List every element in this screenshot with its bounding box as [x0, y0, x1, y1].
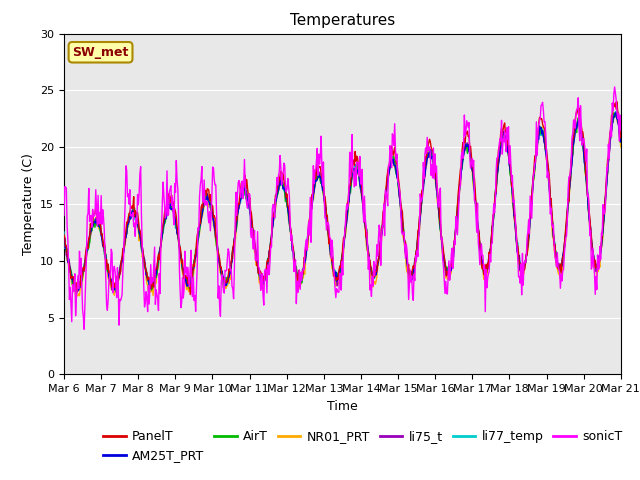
- Line: li77_temp: li77_temp: [64, 111, 621, 290]
- AirT: [70, 281, 78, 287]
- PanelT: [617, 135, 625, 141]
- AM25T_PRT: [617, 139, 625, 144]
- AirT: [72, 291, 80, 297]
- li77_temp: [185, 276, 193, 282]
- Line: sonicT: sonicT: [64, 87, 621, 329]
- X-axis label: Time: Time: [327, 400, 358, 413]
- NR01_PRT: [411, 260, 419, 266]
- NR01_PRT: [60, 237, 68, 243]
- sonicT: [60, 213, 68, 218]
- NR01_PRT: [617, 144, 625, 150]
- li77_temp: [612, 108, 620, 114]
- PanelT: [428, 144, 435, 150]
- AirT: [610, 110, 618, 116]
- sonicT: [611, 84, 618, 90]
- li75_t: [185, 282, 193, 288]
- Y-axis label: Temperature (C): Temperature (C): [22, 153, 35, 255]
- AirT: [214, 250, 222, 255]
- AM25T_PRT: [612, 110, 620, 116]
- sonicT: [214, 295, 222, 301]
- AM25T_PRT: [428, 156, 435, 162]
- li75_t: [411, 256, 419, 262]
- sonicT: [185, 275, 193, 281]
- sonicT: [617, 127, 625, 133]
- li77_temp: [72, 288, 80, 293]
- Line: AirT: AirT: [64, 113, 621, 294]
- Line: PanelT: PanelT: [64, 102, 621, 295]
- AM25T_PRT: [185, 281, 193, 287]
- li75_t: [60, 240, 68, 246]
- AirT: [60, 237, 68, 243]
- sonicT: [80, 326, 88, 332]
- AM25T_PRT: [128, 209, 136, 215]
- AM25T_PRT: [70, 283, 78, 289]
- PanelT: [60, 232, 68, 238]
- li75_t: [214, 251, 222, 257]
- li75_t: [617, 139, 625, 144]
- Title: Temperatures: Temperatures: [290, 13, 395, 28]
- NR01_PRT: [70, 288, 78, 293]
- sonicT: [128, 214, 136, 219]
- sonicT: [428, 172, 435, 178]
- PanelT: [186, 292, 194, 298]
- NR01_PRT: [214, 256, 222, 262]
- Line: li75_t: li75_t: [64, 113, 621, 291]
- Line: AM25T_PRT: AM25T_PRT: [64, 113, 621, 291]
- AirT: [411, 262, 419, 268]
- li77_temp: [60, 229, 68, 235]
- li75_t: [70, 286, 78, 291]
- NR01_PRT: [612, 109, 620, 115]
- AirT: [428, 152, 435, 158]
- PanelT: [411, 258, 419, 264]
- li77_temp: [428, 151, 435, 157]
- AM25T_PRT: [60, 239, 68, 244]
- li75_t: [74, 288, 82, 294]
- PanelT: [184, 281, 192, 287]
- li77_temp: [128, 212, 136, 218]
- AirT: [617, 139, 625, 145]
- NR01_PRT: [74, 293, 81, 299]
- NR01_PRT: [185, 289, 193, 295]
- sonicT: [70, 286, 78, 291]
- Legend: PanelT, AM25T_PRT, AirT, NR01_PRT, li75_t, li77_temp, sonicT: PanelT, AM25T_PRT, AirT, NR01_PRT, li75_…: [98, 425, 627, 467]
- AM25T_PRT: [411, 262, 419, 268]
- PanelT: [214, 249, 222, 254]
- li75_t: [428, 147, 435, 153]
- li77_temp: [214, 250, 222, 256]
- li77_temp: [617, 137, 625, 143]
- NR01_PRT: [128, 210, 136, 216]
- PanelT: [613, 99, 621, 105]
- AirT: [185, 281, 193, 287]
- Line: NR01_PRT: NR01_PRT: [64, 112, 621, 296]
- li77_temp: [411, 255, 419, 261]
- sonicT: [411, 278, 419, 284]
- Text: SW_met: SW_met: [72, 46, 129, 59]
- AM25T_PRT: [72, 288, 79, 294]
- NR01_PRT: [428, 148, 435, 154]
- AM25T_PRT: [214, 252, 222, 257]
- AirT: [128, 210, 136, 216]
- PanelT: [70, 281, 78, 287]
- PanelT: [127, 205, 135, 211]
- li75_t: [128, 208, 136, 214]
- li77_temp: [70, 284, 78, 289]
- li75_t: [613, 110, 621, 116]
